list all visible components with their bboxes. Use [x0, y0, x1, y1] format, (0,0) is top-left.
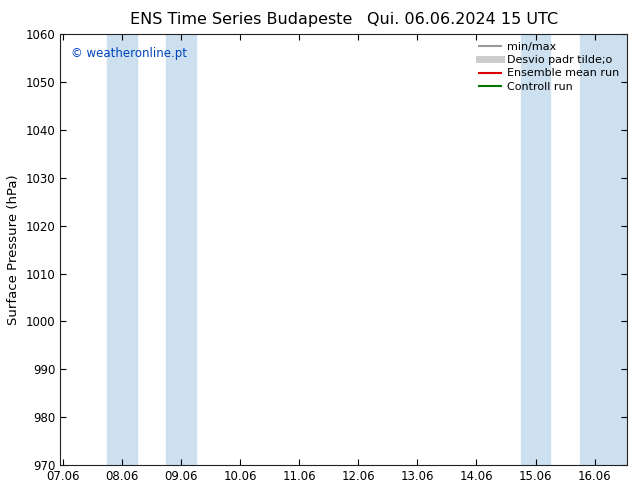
Legend: min/max, Desvio padr tilde;o, Ensemble mean run, Controll run: min/max, Desvio padr tilde;o, Ensemble m… — [475, 37, 624, 96]
Text: © weatheronline.pt: © weatheronline.pt — [72, 47, 188, 60]
Text: Qui. 06.06.2024 15 UTC: Qui. 06.06.2024 15 UTC — [367, 12, 559, 27]
Text: ENS Time Series Budapeste: ENS Time Series Budapeste — [130, 12, 352, 27]
Bar — [107, 34, 137, 465]
Bar — [166, 34, 196, 465]
Bar — [521, 34, 550, 465]
Bar — [580, 34, 609, 465]
Y-axis label: Surface Pressure (hPa): Surface Pressure (hPa) — [7, 174, 20, 325]
Bar — [609, 34, 627, 465]
